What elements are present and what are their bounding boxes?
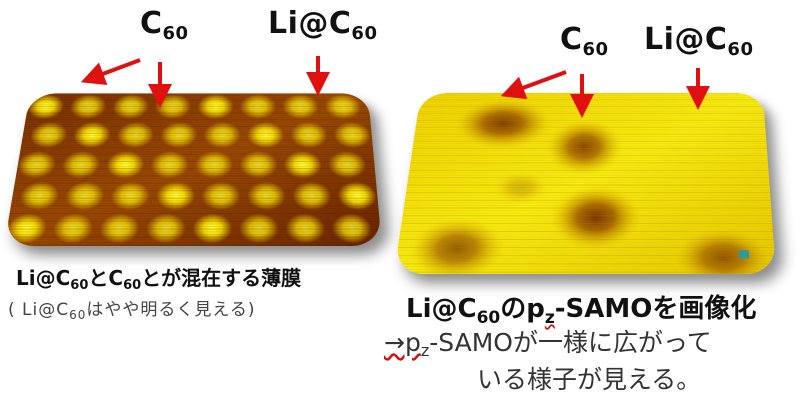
label-c60-left: C60 — [140, 6, 189, 44]
caption-right-line3: いる様子が見える。 — [477, 360, 701, 396]
stm-image-mixed-film — [4, 93, 382, 246]
label-lic60-right: Li@C60 — [644, 22, 753, 60]
label-lic60-left: Li@C60 — [268, 6, 377, 44]
stm-image-left-svg — [4, 93, 382, 246]
corner-marker — [739, 250, 749, 258]
stm-image-psamo — [394, 93, 776, 274]
stm-image-right-svg — [394, 93, 776, 274]
arrow-c60-left-a — [92, 60, 140, 78]
caption-right-line2: →pz-SAMOが一様に広がって — [384, 323, 712, 360]
caption-right-title: Li@C60のpz-SAMOを画像化 — [406, 288, 756, 328]
label-c60-right: C60 — [560, 22, 609, 60]
caption-left-title: Li@C60とC60とが混在する薄膜 — [16, 262, 301, 293]
arrow-c60-right-a — [512, 72, 566, 92]
caption-left-note: ( Li@C60はやや明るく見える) — [8, 295, 256, 322]
